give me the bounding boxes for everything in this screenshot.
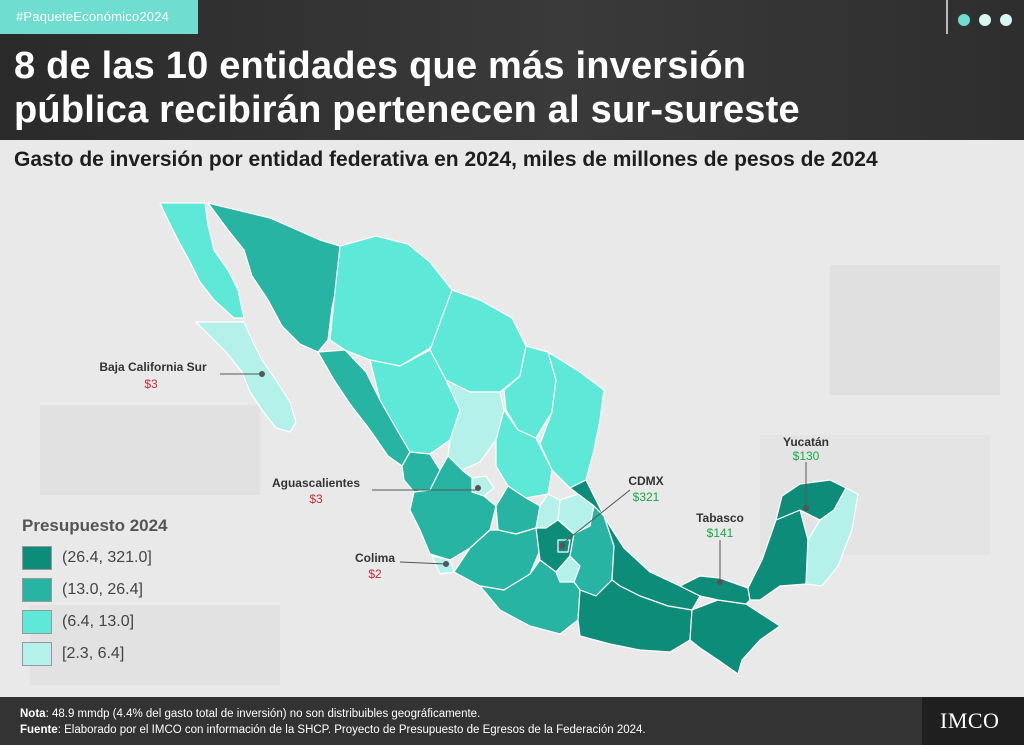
footer-text: Nota: 48.9 mmdp (4.4% del gasto total de…	[20, 706, 646, 738]
footer-source: Fuente: Elaborado por el IMCO con inform…	[20, 722, 646, 738]
state-chihuahua[interactable]	[329, 235, 453, 367]
legend-label-4: [2.3, 6.4]	[62, 645, 125, 662]
callout-value-5: $130	[793, 449, 820, 463]
state-baja-california[interactable]	[159, 202, 245, 319]
legend-label-2: (13.0, 26.4]	[62, 581, 143, 598]
callout-value-0: $3	[144, 377, 158, 391]
footer-source-text: : Elaborado por el IMCO con información …	[57, 724, 646, 736]
state-quintana-roo[interactable]	[805, 487, 859, 587]
callout-name-0: Baja California Sur	[99, 360, 207, 374]
legend-swatch-4	[22, 642, 52, 666]
banknote-watermark	[0, 185, 1024, 695]
carousel-dot-1[interactable]	[958, 14, 970, 26]
mexico-map: Baja California Sur $3 Aguascalientes $3…	[99, 202, 859, 675]
legend-label-3: (6.4, 13.0]	[62, 613, 135, 630]
logo-box: IMCO	[922, 697, 1024, 745]
hashtag-tab[interactable]: #PaqueteEconómico2024	[0, 0, 198, 34]
legend-swatch-2	[22, 578, 52, 602]
carousel-dots[interactable]	[958, 14, 1012, 26]
page-title: 8 de las 10 entidades que más inversión …	[14, 44, 800, 132]
state-chiapas[interactable]	[689, 599, 781, 675]
state-baja-california-sur[interactable]	[195, 321, 297, 433]
leader-dot-cdmx	[559, 543, 565, 549]
state-jalisco[interactable]	[409, 455, 497, 561]
legend-label-1: (26.4, 321.0]	[62, 549, 152, 566]
callout-value-1: $3	[309, 492, 323, 506]
legend-item: (26.4, 321.0]	[22, 546, 168, 570]
carousel-dot-3[interactable]	[1000, 14, 1012, 26]
state-regions	[159, 202, 859, 675]
leader-dot-yucatan	[803, 505, 809, 511]
header-banner: #PaqueteEconómico2024 8 de las 10 entida…	[0, 0, 1024, 140]
footer-note-text: : 48.9 mmdp (4.4% del gasto total de inv…	[45, 708, 481, 720]
state-san-luis-potosi[interactable]	[495, 409, 553, 499]
legend-item: [2.3, 6.4]	[22, 642, 168, 666]
callout-value-4: $141	[707, 526, 734, 540]
callout-name-5: Yucatán	[783, 435, 829, 449]
callout-labels: Baja California Sur $3 Aguascalientes $3…	[99, 360, 829, 581]
legend-title: Presupuesto 2024	[22, 516, 168, 535]
callout-value-3: $321	[633, 490, 660, 504]
footer-source-label: Fuente	[20, 724, 58, 736]
title-line-1: 8 de las 10 entidades que más inversión	[14, 45, 747, 87]
callout-name-3: CDMX	[628, 474, 663, 488]
callout-name-2: Colima	[355, 551, 395, 565]
leader-dot-tabasco	[717, 579, 723, 585]
state-zacatecas[interactable]	[445, 379, 505, 471]
map-subtitle: Gasto de inversión por entidad federativ…	[14, 148, 878, 171]
title-line-2: pública recibirán pertenecen al sur-sure…	[14, 89, 800, 131]
callout-name-1: Aguascalientes	[272, 476, 360, 490]
leader-dot-ags	[475, 485, 481, 491]
carousel-dot-2[interactable]	[979, 14, 991, 26]
legend-item: (6.4, 13.0]	[22, 610, 168, 634]
banknote-watermark-shapes	[30, 265, 1000, 685]
state-guerrero[interactable]	[479, 559, 581, 635]
footer-note-label: Nota	[20, 708, 46, 720]
legend-swatch-1	[22, 546, 52, 570]
legend-item: (13.0, 26.4]	[22, 578, 168, 602]
header-divider	[946, 0, 948, 34]
state-campeche[interactable]	[747, 509, 809, 601]
map-legend: Presupuesto 2024 (26.4, 321.0] (13.0, 26…	[22, 516, 168, 674]
callout-leaders	[220, 371, 809, 585]
legend-swatch-3	[22, 610, 52, 634]
callout-name-4: Tabasco	[696, 511, 744, 525]
footer: Nota: 48.9 mmdp (4.4% del gasto total de…	[0, 697, 1024, 745]
leader-dot-bcs	[259, 371, 265, 377]
leader-colima	[399, 561, 447, 565]
leader-cdmx	[561, 489, 631, 545]
callout-value-2: $2	[368, 567, 382, 581]
leader-dot-colima	[443, 561, 449, 567]
footer-note: Nota: 48.9 mmdp (4.4% del gasto total de…	[20, 706, 646, 722]
imco-logo[interactable]: IMCO	[940, 708, 1000, 733]
